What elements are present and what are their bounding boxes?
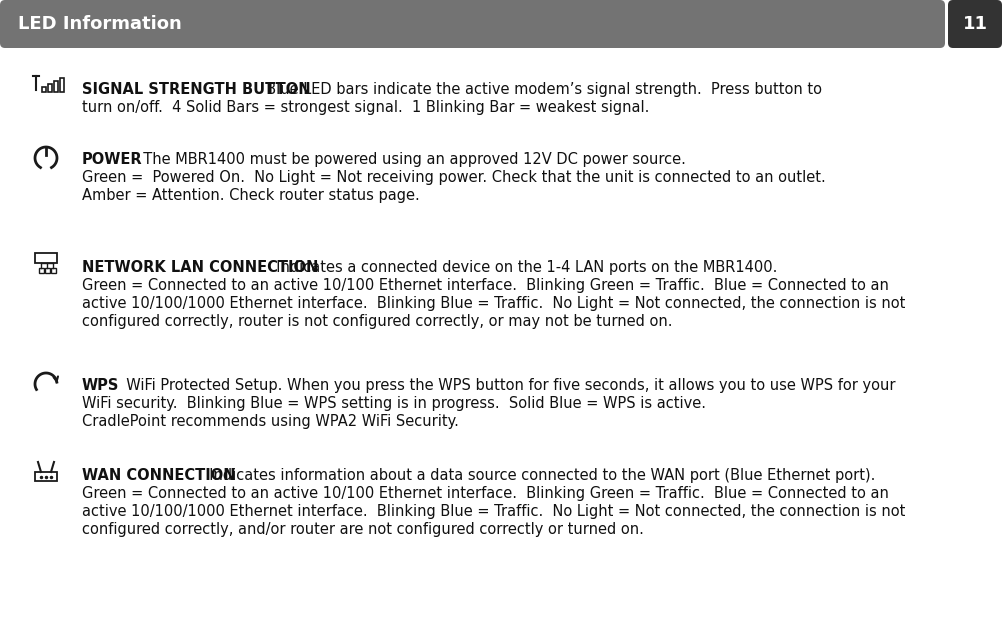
Bar — [45, 268, 50, 273]
Text: Green = Connected to an active 10/100 Ethernet interface.  Blinking Green = Traf: Green = Connected to an active 10/100 Et… — [82, 278, 889, 293]
Text: turn on/off.  4 Solid Bars = strongest signal.  1 Blinking Bar = weakest signal.: turn on/off. 4 Solid Bars = strongest si… — [82, 100, 649, 115]
Text: CradlePoint recommends using WPA2 WiFi Security.: CradlePoint recommends using WPA2 WiFi S… — [82, 414, 459, 429]
Bar — [42, 87, 46, 92]
Text: configured correctly, and/or router are not configured correctly or turned on.: configured correctly, and/or router are … — [82, 522, 644, 537]
Text: SIGNAL STRENGTH BUTTON: SIGNAL STRENGTH BUTTON — [82, 82, 311, 97]
Bar — [35, 472, 57, 481]
Bar — [48, 84, 52, 92]
Text: configured correctly, router is not configured correctly, or may not be turned o: configured correctly, router is not conf… — [82, 314, 672, 329]
Text: Green = Connected to an active 10/100 Ethernet interface.  Blinking Green = Traf: Green = Connected to an active 10/100 Et… — [82, 486, 889, 501]
Text: NETWORK LAN CONNECTION: NETWORK LAN CONNECTION — [82, 260, 319, 275]
Text: POWER: POWER — [82, 152, 142, 167]
Text: Indicates information about a data source connected to the WAN port (Blue Ethern: Indicates information about a data sourc… — [200, 468, 876, 483]
Bar — [60, 78, 64, 92]
Text: Amber = Attention. Check router status page.: Amber = Attention. Check router status p… — [82, 188, 420, 203]
Bar — [39, 268, 44, 273]
Text: WAN CONNECTION: WAN CONNECTION — [82, 468, 235, 483]
Text: active 10/100/1000 Ethernet interface.  Blinking Blue = Traffic.  No Light = Not: active 10/100/1000 Ethernet interface. B… — [82, 504, 906, 519]
Text: Blue LED bars indicate the active modem’s signal strength.  Press button to: Blue LED bars indicate the active modem’… — [257, 82, 822, 97]
Text: Green =  Powered On.  No Light = Not receiving power. Check that the unit is con: Green = Powered On. No Light = Not recei… — [82, 170, 826, 185]
FancyBboxPatch shape — [0, 0, 945, 48]
Text: WiFi security.  Blinking Blue = WPS setting is in progress.  Solid Blue = WPS is: WiFi security. Blinking Blue = WPS setti… — [82, 396, 706, 411]
Text: LED Information: LED Information — [18, 15, 181, 33]
Text: The MBR1400 must be powered using an approved 12V DC power source.: The MBR1400 must be powered using an app… — [134, 152, 686, 167]
Bar — [51, 268, 56, 273]
Text: Indicates a connected device on the 1-4 LAN ports on the MBR1400.: Indicates a connected device on the 1-4 … — [267, 260, 778, 275]
Bar — [35, 253, 57, 263]
Text: 11: 11 — [963, 15, 988, 33]
FancyBboxPatch shape — [948, 0, 1002, 48]
Text: WPS: WPS — [82, 378, 119, 393]
Text: WiFi Protected Setup. When you press the WPS button for five seconds, it allows : WiFi Protected Setup. When you press the… — [117, 378, 896, 393]
Bar — [54, 81, 58, 92]
Text: active 10/100/1000 Ethernet interface.  Blinking Blue = Traffic.  No Light = Not: active 10/100/1000 Ethernet interface. B… — [82, 296, 906, 311]
